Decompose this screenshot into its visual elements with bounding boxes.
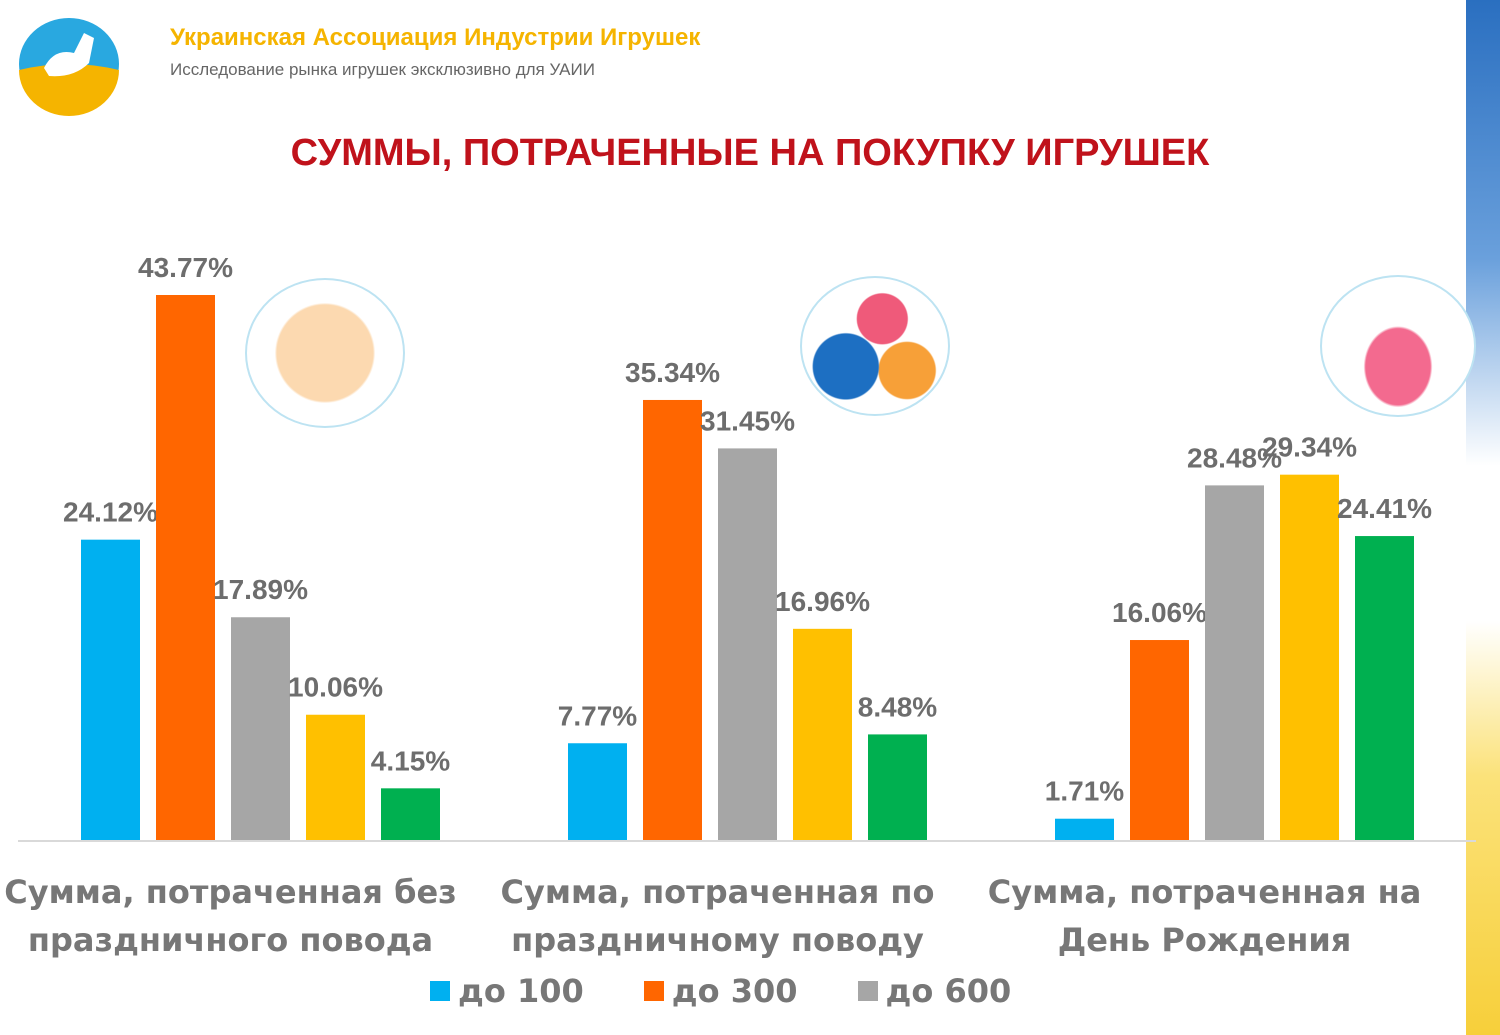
data-label: 10.06% <box>288 672 383 703</box>
legend-item: до 600 <box>857 972 1012 1010</box>
data-label: 43.77% <box>138 252 233 283</box>
association-logo <box>19 18 119 116</box>
bar <box>156 295 215 840</box>
legend-label: до 600 <box>885 972 1012 1010</box>
bar <box>868 734 927 840</box>
category-label: Сумма, потраченная без <box>4 873 457 911</box>
data-label: 29.34% <box>1262 432 1357 463</box>
balloons-illustration <box>800 276 950 416</box>
data-label: 28.48% <box>1187 442 1282 473</box>
bar <box>793 628 852 840</box>
legend-item: до 100 <box>430 972 584 1010</box>
data-label: 24.12% <box>63 497 158 528</box>
bar <box>1205 485 1264 840</box>
decorative-edge <box>1466 0 1500 1035</box>
organization-name: Украинская Ассоциация Индустрии Игрушек <box>170 24 701 51</box>
bar <box>1355 536 1414 840</box>
bar <box>306 714 365 840</box>
chart-title: СУММЫ, ПОТРАЧЕННЫЕ НА ПОКУПКУ ИГРУШЕК <box>290 132 1210 174</box>
category-label: Сумма, потраченная на <box>988 873 1422 911</box>
legend-swatch <box>430 981 450 1001</box>
bar <box>381 788 440 840</box>
data-label: 4.15% <box>371 745 450 776</box>
bar <box>1130 640 1189 840</box>
bar <box>1280 474 1339 840</box>
legend-label: до 100 <box>458 972 584 1010</box>
legend-label: до 300 <box>671 972 798 1010</box>
bar <box>81 539 140 840</box>
bar <box>643 399 702 840</box>
bar <box>718 448 777 840</box>
legend-swatch <box>857 981 878 1001</box>
bar <box>1055 818 1114 840</box>
category-label: праздничному поводу <box>511 921 924 959</box>
data-label: 31.45% <box>700 405 795 436</box>
boy-illustration <box>245 278 405 428</box>
bar <box>231 617 290 840</box>
bar <box>568 743 627 840</box>
data-label: 16.96% <box>775 586 870 617</box>
category-label: праздничного повода <box>28 921 433 959</box>
legend-swatch <box>643 981 664 1001</box>
data-label: 16.06% <box>1112 597 1207 628</box>
data-label: 17.89% <box>213 574 308 605</box>
data-label: 24.41% <box>1337 493 1432 524</box>
data-label: 35.34% <box>625 357 720 388</box>
legend: до 100 до 300 до 600 <box>430 972 1011 1010</box>
data-label: 7.77% <box>558 700 637 731</box>
data-label: 1.71% <box>1045 776 1124 807</box>
category-label: Сумма, потраченная по <box>501 873 935 911</box>
legend-item: до 300 <box>643 972 798 1010</box>
data-label: 8.48% <box>858 691 937 722</box>
category-label: День Рождения <box>1058 921 1352 959</box>
cake-illustration <box>1320 275 1476 417</box>
subtitle: Исследование рынка игрушек эксклюзивно д… <box>170 60 595 79</box>
